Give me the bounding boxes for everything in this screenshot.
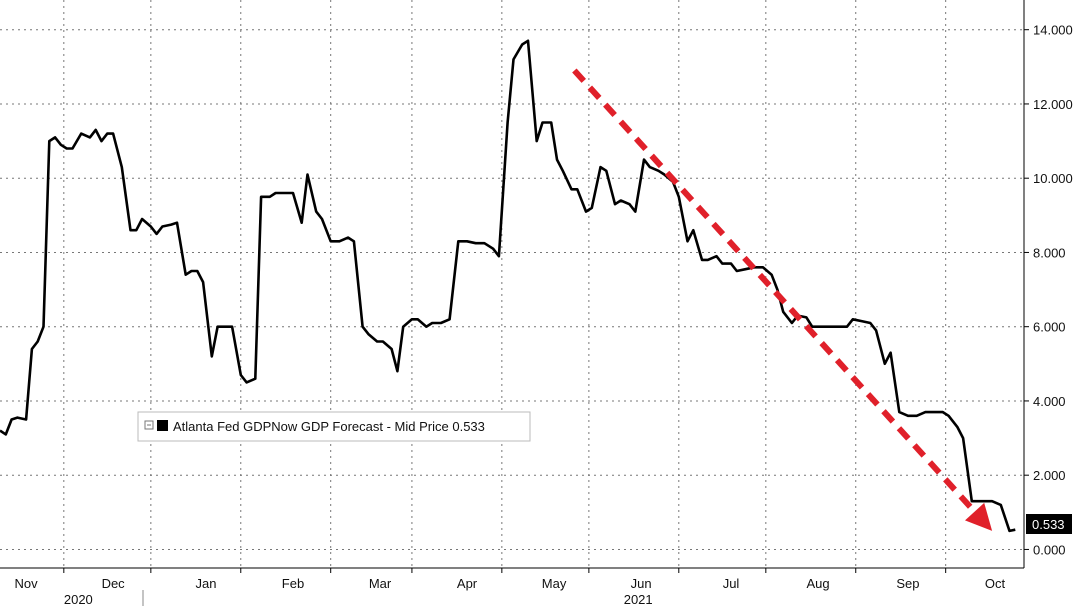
x-tick-label: Jan (195, 576, 216, 591)
x-tick-label: Apr (457, 576, 478, 591)
y-tick-label: 10.000 (1033, 171, 1073, 186)
last-value-badge: 0.533 (1026, 514, 1072, 534)
y-tick-label: 4.000 (1033, 394, 1066, 409)
series-layer (0, 39, 1016, 533)
y-tick-label: 0.000 (1033, 542, 1066, 557)
y-axis-ticks: 0.000 2.000 4.000 6.000 8.000 10.000 12.000 14.… (1024, 23, 1073, 557)
x-tick-label: Sep (896, 576, 919, 591)
legend-swatch (157, 420, 168, 431)
x-year-label: 2021 (624, 592, 653, 606)
series-line (0, 39, 1016, 533)
x-tick-label: Dec (102, 576, 126, 591)
legend-box (137, 411, 531, 442)
x-tick-label: Oct (985, 576, 1006, 591)
trend-arrow-head (965, 502, 993, 531)
y-tick-label: 2.000 (1033, 468, 1066, 483)
trend-arrow (572, 68, 993, 531)
legend: Atlanta Fed GDPNow GDP Forecast - Mid Pr… (137, 411, 531, 442)
x-tick-label: Aug (806, 576, 829, 591)
trend-arrow-shaft (572, 68, 977, 514)
y-tick-label: 14.000 (1033, 23, 1073, 38)
x-tick-label: May (542, 576, 567, 591)
x-tick-label: Mar (369, 576, 392, 591)
y-tick-label: 12.000 (1033, 97, 1073, 112)
y-tick-label: 8.000 (1033, 245, 1066, 260)
last-value-label: 0.533 (1032, 517, 1065, 532)
gridlines (0, 0, 1024, 568)
x-year-label: 2020 (64, 592, 93, 606)
x-tick-label: Jun (631, 576, 652, 591)
last-value-badge-box (1026, 514, 1072, 534)
x-axis-ticks: Nov Dec Jan Feb Mar Apr May Jun Jul Aug Sep Oct 2020… (15, 568, 1006, 606)
x-tick-label: Feb (282, 576, 304, 591)
y-tick-label: 6.000 (1033, 320, 1066, 335)
legend-entry: Atlanta Fed GDPNow GDP Forecast - Mid Pr… (173, 419, 485, 434)
x-tick-label: Jul (723, 576, 740, 591)
x-tick-label: Nov (15, 576, 39, 591)
